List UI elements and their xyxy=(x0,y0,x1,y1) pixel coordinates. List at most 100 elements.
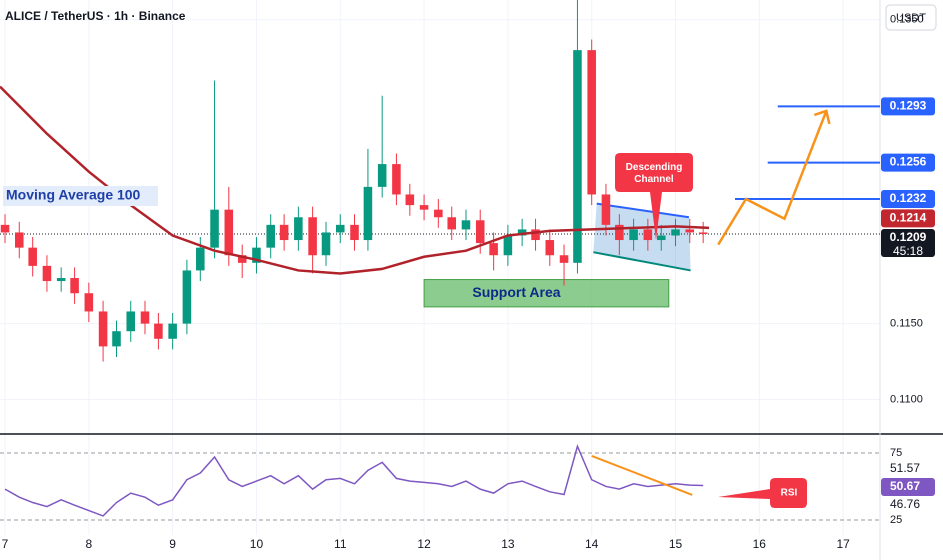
price-tag-label: 0.1214 xyxy=(890,211,927,225)
price-tag xyxy=(881,153,935,172)
rsi-trend xyxy=(591,454,693,496)
candle-body xyxy=(405,194,415,206)
candle-body xyxy=(559,255,569,263)
candle-body xyxy=(698,232,708,234)
candle-body xyxy=(461,220,471,230)
x-tick-label: 9 xyxy=(169,537,176,551)
countdown: 45:18 xyxy=(893,244,923,258)
channel-fill xyxy=(593,203,691,271)
candle-body xyxy=(335,224,345,233)
candle-body xyxy=(308,217,317,256)
candle-body xyxy=(182,270,192,324)
candle-body xyxy=(503,235,513,256)
candle-body xyxy=(363,186,373,241)
x-tick-label: 11 xyxy=(334,537,347,551)
candle-body xyxy=(517,229,527,236)
price-tag xyxy=(881,190,935,209)
candle-body xyxy=(434,209,443,218)
rsi-tick-label: 25 xyxy=(890,514,902,526)
candle-body xyxy=(447,217,457,230)
candle-body xyxy=(392,164,401,195)
callout xyxy=(615,153,693,240)
candle-body xyxy=(70,278,79,294)
rsi-tag-label: 50.67 xyxy=(890,479,920,493)
candle-body xyxy=(210,209,219,248)
candle-body xyxy=(294,217,303,241)
plot-layer xyxy=(0,0,880,535)
currency-button[interactable] xyxy=(885,4,937,31)
rsi-tag-label: 51.57 xyxy=(890,461,920,475)
price-tag xyxy=(881,228,935,257)
candle-body xyxy=(56,278,66,282)
price-tag-label: 0.1209 xyxy=(890,230,927,244)
currency[interactable]: USDT xyxy=(896,12,926,24)
x-tick-label: 15 xyxy=(669,537,683,551)
x-tick-label: 13 xyxy=(501,537,515,551)
ma-label-bg xyxy=(3,186,158,206)
rsi-callout xyxy=(718,478,807,508)
price-tag-label: 0.1256 xyxy=(890,155,927,169)
callout-line: Channel xyxy=(634,174,674,185)
candle-body xyxy=(112,331,121,347)
candle-body xyxy=(377,164,387,187)
projection-path xyxy=(717,110,828,246)
x-tick-label: 14 xyxy=(585,537,599,551)
candle-body xyxy=(545,240,555,256)
candle-body xyxy=(98,311,108,347)
candle-body xyxy=(252,247,261,263)
y-tick-label: 0.1350 xyxy=(890,14,924,26)
x-tick-label: 10 xyxy=(250,537,264,551)
x-tick-label: 7 xyxy=(2,537,9,551)
projection-arrowhead xyxy=(813,109,831,125)
support-label: Support Area xyxy=(472,284,560,300)
candle-body xyxy=(279,224,289,241)
support-area xyxy=(423,279,670,308)
rsi-line xyxy=(4,443,704,517)
rsi-tag xyxy=(881,496,935,514)
candle-body xyxy=(321,232,331,256)
candle-body xyxy=(42,265,52,282)
chart-title: ALICE / TetherUS · 1h · Binance xyxy=(5,9,186,23)
y-tick-label: 0.1150 xyxy=(890,318,923,330)
channel-line xyxy=(593,251,691,272)
candle-body xyxy=(531,229,540,241)
candle-body xyxy=(154,323,163,339)
candle-body xyxy=(237,255,247,263)
rsi-tag-label: 46.76 xyxy=(890,497,920,511)
candle-body xyxy=(489,243,498,256)
x-tick-label: 8 xyxy=(85,537,92,551)
candle-body xyxy=(573,50,582,263)
candle-body xyxy=(685,229,695,233)
candle-body xyxy=(28,247,37,266)
channel-line xyxy=(596,202,690,219)
ma-label: Moving Average 100 xyxy=(6,187,141,203)
candle-body xyxy=(168,323,177,339)
candle-body xyxy=(601,194,611,225)
x-tick-label: 12 xyxy=(417,537,431,551)
candle-body xyxy=(0,224,10,233)
candle-body xyxy=(266,224,275,248)
price-tag-label: 0.1293 xyxy=(890,99,927,113)
candle-body xyxy=(629,229,638,241)
candle-body xyxy=(671,229,680,236)
candle-body xyxy=(84,293,94,312)
x-tick-label: 17 xyxy=(836,537,850,551)
candle-body xyxy=(126,311,136,332)
candle-body xyxy=(140,311,150,324)
candle-body xyxy=(656,235,666,241)
candle-body xyxy=(419,205,429,210)
candle-body xyxy=(350,224,359,241)
price-tag xyxy=(881,97,935,116)
candle-body xyxy=(15,232,24,248)
rsi-tag xyxy=(881,460,935,478)
candle-body xyxy=(643,229,653,241)
price-tag-label: 0.1232 xyxy=(890,191,927,205)
y-tick-label: 0.1100 xyxy=(890,393,923,405)
rsi-tag xyxy=(881,478,935,496)
candle-body xyxy=(587,50,596,195)
x-tick-label: 16 xyxy=(753,537,767,551)
callout-label: Descending Channel xyxy=(626,162,683,185)
price-tag xyxy=(881,209,935,228)
rsi-tick-label: 75 xyxy=(890,447,902,459)
